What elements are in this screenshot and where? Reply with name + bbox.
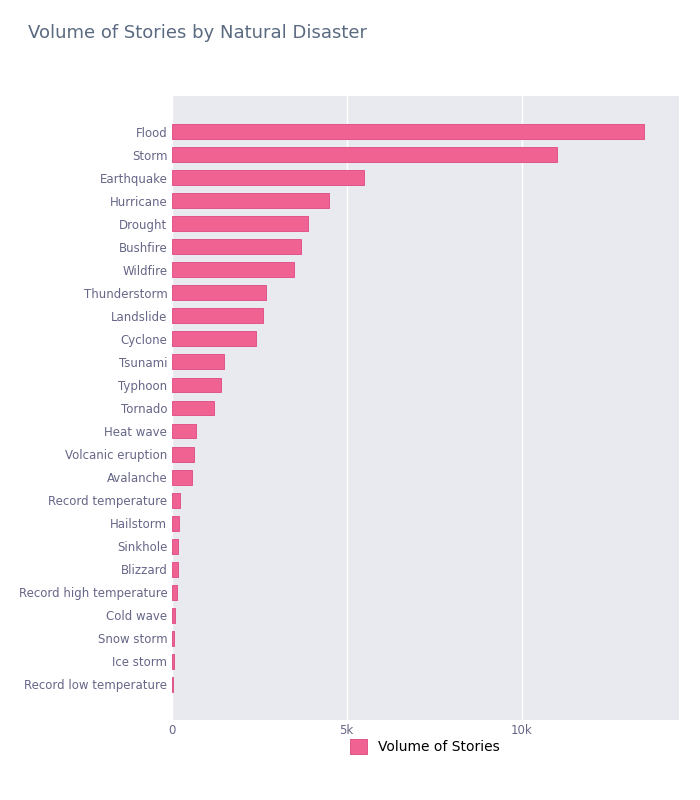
- Bar: [172, 217, 308, 231]
- Bar: [172, 538, 178, 554]
- Bar: [172, 239, 301, 254]
- Bar: [172, 170, 364, 186]
- Bar: [172, 654, 174, 669]
- Bar: [172, 331, 256, 346]
- Bar: [172, 194, 329, 208]
- Bar: [172, 562, 178, 577]
- Bar: [172, 309, 262, 323]
- Bar: [172, 515, 179, 530]
- Bar: [172, 354, 224, 370]
- Bar: [172, 446, 194, 462]
- Bar: [172, 470, 192, 485]
- Bar: [172, 630, 174, 646]
- Bar: [172, 401, 214, 415]
- Bar: [172, 493, 181, 507]
- Bar: [172, 286, 266, 301]
- Bar: [172, 608, 175, 622]
- Bar: [172, 378, 220, 393]
- Bar: [172, 147, 556, 162]
- Bar: [172, 423, 196, 438]
- Bar: [172, 585, 177, 599]
- Legend: Volume of Stories: Volume of Stories: [345, 734, 505, 760]
- Bar: [172, 124, 644, 139]
- Text: Volume of Stories by Natural Disaster: Volume of Stories by Natural Disaster: [28, 24, 367, 42]
- Bar: [172, 262, 294, 278]
- Bar: [172, 677, 174, 692]
